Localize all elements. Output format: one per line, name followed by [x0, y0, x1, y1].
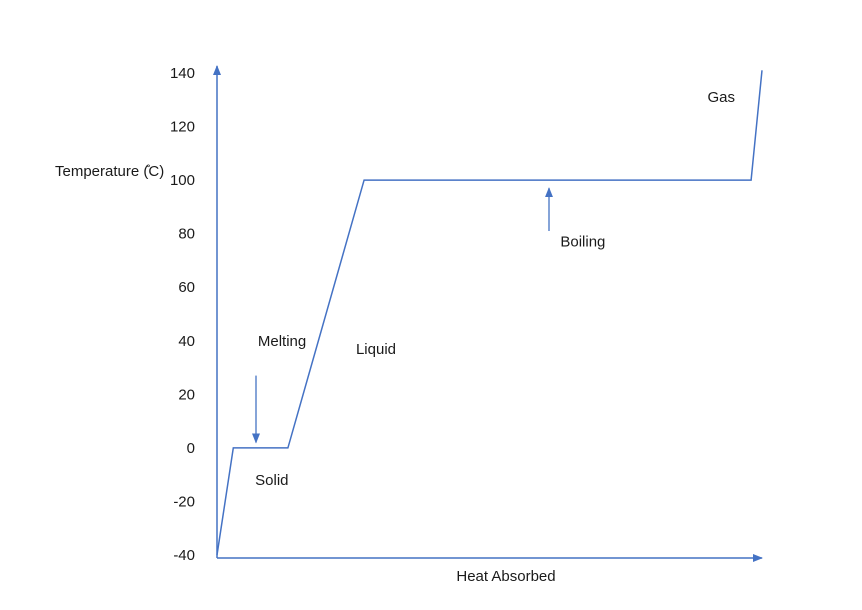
annotation-solid: Solid — [255, 472, 288, 489]
annotation-gas: Gas — [708, 89, 736, 106]
annotation-melting: Melting — [258, 333, 306, 350]
y-tick-label: 120 — [170, 119, 195, 136]
y-axis-label: Temperature (̊C) — [55, 163, 164, 180]
annotation-liquid: Liquid — [356, 341, 396, 358]
series-layer — [217, 70, 762, 555]
y-tick-label: -20 — [173, 493, 195, 510]
y-tick-label: 140 — [170, 65, 195, 82]
annotation-layer: Melting Solid Liquid Boiling Gas — [255, 89, 735, 489]
y-tick-label: 40 — [178, 333, 195, 350]
x-axis-label: Heat Absorbed — [456, 568, 555, 585]
y-tick-label: 0 — [187, 440, 195, 457]
y-tick-label: -40 — [173, 547, 195, 564]
y-tick-labels: 140 120 100 80 60 40 20 0 -20 -40 — [170, 65, 195, 564]
annotation-boiling: Boiling — [560, 234, 605, 251]
y-tick-label: 100 — [170, 172, 195, 189]
y-tick-label: 20 — [178, 386, 195, 403]
axes-layer — [217, 66, 762, 558]
y-tick-label: 80 — [178, 226, 195, 243]
series-line — [217, 70, 762, 555]
y-tick-label: 60 — [178, 279, 195, 296]
